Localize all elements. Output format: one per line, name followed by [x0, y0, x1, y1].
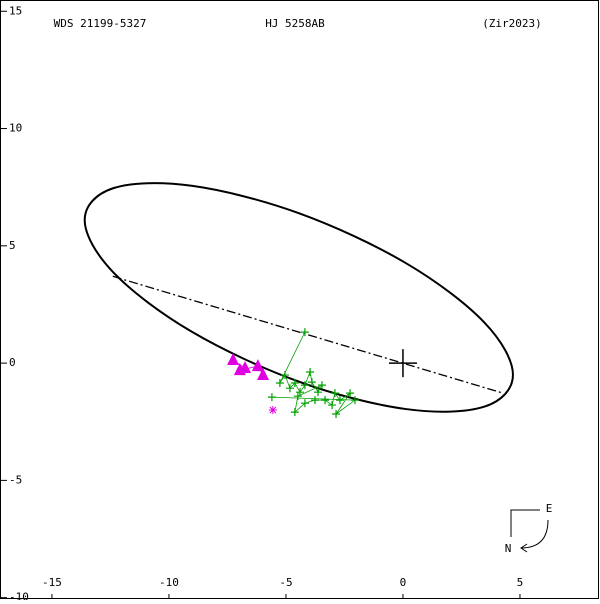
- x-tick-label: 0: [400, 576, 407, 589]
- observation: [300, 328, 309, 337]
- observation: [268, 406, 277, 415]
- observation: [310, 396, 319, 405]
- observation: [290, 379, 299, 388]
- observation: [328, 401, 337, 410]
- observation: [307, 378, 316, 387]
- x-tick-label: 5: [517, 576, 524, 589]
- compass-north: N: [505, 542, 512, 555]
- observation: [306, 368, 315, 377]
- observation: [350, 396, 359, 405]
- y-tick-label: 15: [9, 4, 22, 17]
- observation: [317, 381, 326, 390]
- compass-axes: [510, 509, 540, 537]
- x-tick-label: -15: [42, 576, 62, 589]
- observation: [227, 353, 240, 366]
- observation: [267, 393, 276, 402]
- y-tick-label: -5: [9, 473, 22, 486]
- observation: [233, 363, 246, 376]
- observation: [285, 384, 294, 393]
- chart-subtitle: HJ 5258AB: [265, 17, 325, 30]
- observation: [275, 379, 284, 388]
- y-tick-label: 0: [9, 356, 16, 369]
- y-tick-label: -10: [9, 591, 29, 600]
- x-tick-label: -5: [279, 576, 292, 589]
- observation: [314, 388, 323, 397]
- observation: [251, 359, 264, 372]
- observation: [332, 409, 341, 418]
- orbit: [83, 182, 514, 413]
- observation: [281, 371, 290, 380]
- y-tick-label: 5: [9, 239, 16, 252]
- chart-title: WDS 21199-5327: [54, 17, 147, 30]
- observation: [330, 389, 339, 398]
- observation: [257, 368, 270, 381]
- observation: [300, 399, 309, 408]
- source: (Zir2023): [482, 17, 542, 30]
- compass-east: E: [546, 502, 553, 515]
- compass: [510, 509, 549, 553]
- x-tick-label: -10: [159, 576, 179, 589]
- y-tick-label: 10: [9, 122, 22, 135]
- primary-star: [388, 349, 417, 378]
- compass-arrowhead: [520, 543, 528, 553]
- observation: [290, 408, 299, 417]
- observation: [300, 381, 309, 390]
- observation: [321, 396, 330, 405]
- observation: [293, 392, 302, 401]
- compass-arrow: [520, 519, 549, 549]
- observation: [346, 389, 355, 398]
- observation: [336, 396, 345, 405]
